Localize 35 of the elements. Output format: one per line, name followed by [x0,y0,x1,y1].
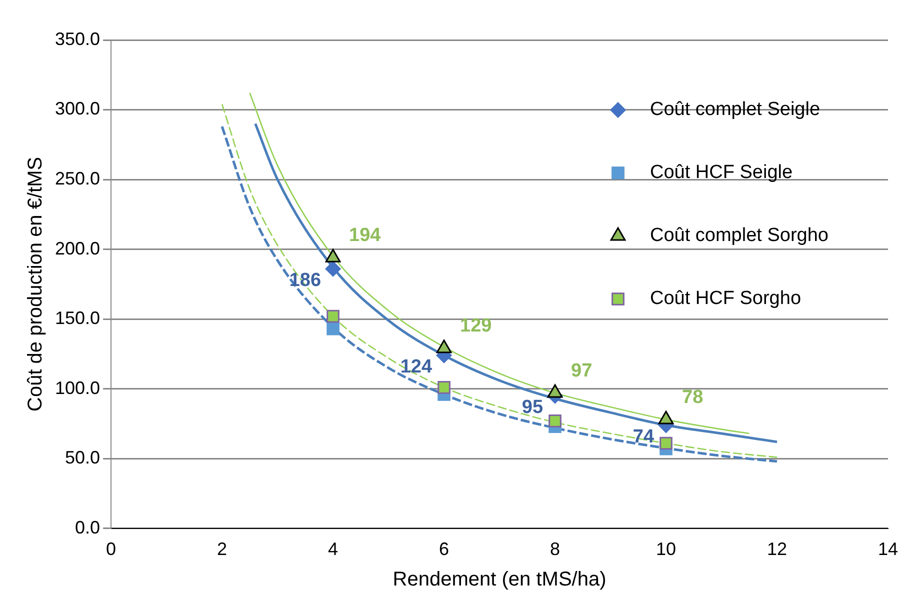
y-tick-label: 250.0 [54,168,100,189]
x-tick-label: 14 [878,539,898,560]
x-tick-label: 0 [106,539,116,560]
x-tick-label: 4 [328,539,338,560]
legend-label: Coût complet Seigle [650,99,820,120]
point [548,414,562,428]
x-tick-label: 8 [550,539,560,560]
x-tick-label: 12 [766,539,788,560]
x-tick-label: 10 [656,539,676,560]
y-tick-label: 150.0 [54,308,100,328]
data-label: 124 [400,356,432,378]
data-label: 194 [349,224,382,246]
point [438,381,450,394]
data-label: 97 [571,360,592,382]
y-tick-label: 200.0 [54,238,100,258]
point [660,436,672,450]
y-tick-label: 300.0 [54,98,100,119]
x-axis-title: Rendement (en tMS/ha) [392,568,606,591]
y-tick-label: 50.0 [64,448,100,468]
y-tick-label: 0.0 [75,517,100,538]
y-axis-title: Coût de production en €/tMS [24,156,47,412]
point [326,310,340,323]
point [326,322,340,336]
data-label: 78 [682,386,704,408]
x-tick-label: 6 [439,539,450,560]
legend-label: Coût complet Sorgho [650,225,828,246]
legend-label: Coût HCF Seigle [650,162,793,184]
x-tick-label: 2 [217,539,228,560]
data-label: 186 [289,270,322,292]
legend-label: Coût HCF Sorgho [650,288,802,310]
point [325,261,341,277]
y-tick-label: 100.0 [54,378,100,398]
data-label: 129 [460,316,492,337]
data-label: 95 [522,397,544,418]
y-tick-label: 350.0 [54,28,100,49]
